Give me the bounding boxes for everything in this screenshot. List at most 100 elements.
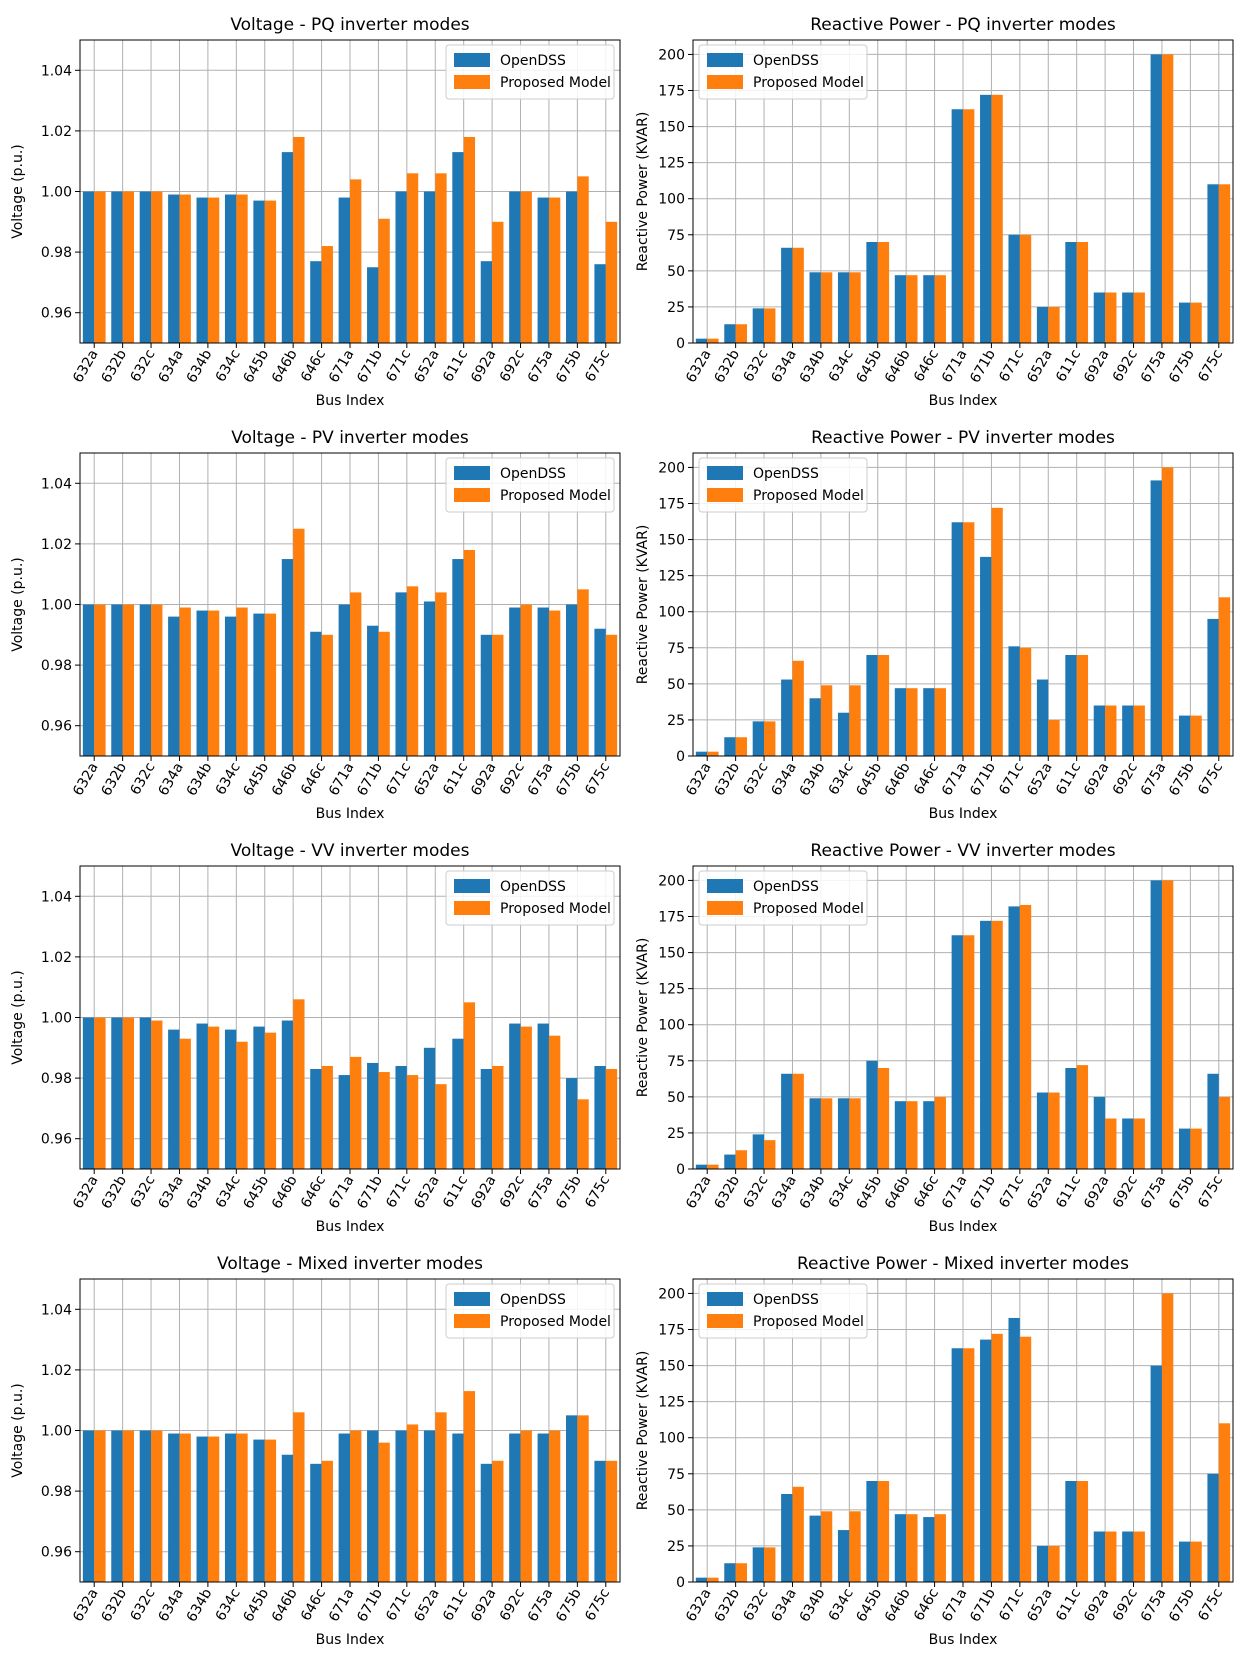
bar-opendss-632b bbox=[111, 604, 123, 756]
bar-proposed-611c bbox=[1076, 242, 1089, 343]
bar-opendss-632a bbox=[82, 191, 95, 343]
y-tick-label: 0 bbox=[676, 749, 685, 765]
bar-proposed-692a bbox=[1105, 705, 1117, 756]
bar-proposed-632b bbox=[122, 191, 134, 343]
bar-proposed-675c bbox=[1218, 184, 1231, 343]
bar-opendss-675b bbox=[1179, 302, 1191, 343]
x-tick-label-675a: 675a bbox=[1138, 1173, 1170, 1212]
bar-proposed-675c bbox=[1218, 1096, 1231, 1169]
bar-opendss-692c bbox=[509, 607, 521, 756]
bar-opendss-675c bbox=[594, 264, 606, 343]
x-tick-label-671b: 671b bbox=[354, 1586, 386, 1625]
bar-proposed-632b bbox=[735, 1150, 747, 1169]
legend-swatch-opendss bbox=[707, 1292, 743, 1306]
y-axis-label: Reactive Power (KVAR) bbox=[635, 1351, 651, 1511]
x-tick-label-671a: 671a bbox=[326, 1173, 358, 1212]
bar-opendss-634a bbox=[168, 616, 180, 756]
bar-opendss-675a bbox=[537, 607, 549, 756]
bar-proposed-646b bbox=[293, 1412, 305, 1582]
y-tick-label: 125 bbox=[658, 1395, 685, 1411]
y-tick-label: 175 bbox=[658, 84, 685, 100]
x-tick-label-671a: 671a bbox=[939, 1586, 971, 1625]
x-tick-label-646c: 646c bbox=[911, 1586, 942, 1624]
x-tick-label-671b: 671b bbox=[967, 347, 999, 386]
bar-opendss-692a bbox=[1093, 292, 1106, 343]
legend-swatch-proposed bbox=[454, 75, 490, 89]
bar-proposed-632b bbox=[735, 737, 747, 756]
bar-opendss-675a bbox=[1150, 880, 1162, 1169]
bar-opendss-645b bbox=[866, 1481, 878, 1582]
x-tick-label-671b: 671b bbox=[967, 760, 999, 799]
bar-proposed-632a bbox=[707, 1164, 719, 1169]
x-axis-label: Bus Index bbox=[929, 806, 998, 822]
bar-proposed-634b bbox=[820, 272, 833, 343]
x-tick-label-634a: 634a bbox=[768, 760, 800, 799]
x-axis-label: Bus Index bbox=[316, 1219, 385, 1235]
x-tick-label-675b: 675b bbox=[553, 1173, 585, 1212]
bar-proposed-645b bbox=[264, 1032, 277, 1169]
x-axis-label: Bus Index bbox=[316, 393, 385, 409]
x-tick-label-675b: 675b bbox=[553, 1586, 585, 1625]
bar-proposed-675a bbox=[1161, 54, 1174, 344]
x-tick-label-646c: 646c bbox=[298, 760, 329, 798]
bar-proposed-632b bbox=[122, 1017, 134, 1169]
chart-v-pv: Voltage - PV inverter modes 0.96 0.98 1.00 1… bbox=[10, 428, 621, 822]
bar-proposed-692a bbox=[492, 221, 504, 343]
chart-title: Voltage - PQ inverter modes bbox=[230, 15, 469, 35]
bar-opendss-692a bbox=[480, 1069, 493, 1169]
bar-opendss-671b bbox=[367, 267, 379, 343]
y-tick-label: 0 bbox=[676, 1575, 685, 1591]
bar-proposed-634a bbox=[792, 247, 804, 343]
x-tick-label-692c: 692c bbox=[497, 1586, 528, 1624]
x-tick-label-634c: 634c bbox=[213, 760, 244, 798]
bar-opendss-645b bbox=[866, 655, 878, 756]
bar-opendss-645b bbox=[253, 1439, 265, 1582]
x-tick-label-646c: 646c bbox=[298, 1173, 329, 1211]
bar-opendss-646b bbox=[281, 1020, 294, 1169]
x-tick-label-632c: 632c bbox=[740, 347, 771, 385]
legend-label-opendss: OpenDSS bbox=[500, 53, 566, 69]
x-tick-label-634a: 634a bbox=[155, 347, 187, 386]
bar-opendss-634a bbox=[781, 247, 793, 343]
x-tick-label-675b: 675b bbox=[1166, 347, 1198, 386]
y-tick-label: 150 bbox=[658, 533, 685, 549]
legend-swatch-proposed bbox=[707, 488, 743, 502]
x-tick-label-692a: 692a bbox=[468, 1173, 500, 1212]
bar-opendss-646b bbox=[281, 152, 294, 343]
bar-opendss-632b bbox=[111, 191, 123, 343]
bar-proposed-671c bbox=[406, 586, 419, 756]
bar-opendss-634a bbox=[168, 1433, 180, 1582]
bar-proposed-632a bbox=[94, 1017, 106, 1169]
bar-proposed-675c bbox=[605, 634, 618, 756]
bar-proposed-692c bbox=[520, 1026, 532, 1169]
bar-proposed-634b bbox=[207, 197, 220, 343]
bar-proposed-611c bbox=[463, 1391, 476, 1582]
legend-swatch-proposed bbox=[454, 488, 490, 502]
x-tick-label-671a: 671a bbox=[939, 760, 971, 799]
bar-opendss-632b bbox=[111, 1430, 123, 1582]
legend-label-proposed: Proposed Model bbox=[753, 1314, 864, 1330]
bar-opendss-675c bbox=[1207, 1473, 1219, 1582]
bar-proposed-634b bbox=[207, 1436, 220, 1582]
bar-opendss-634b bbox=[809, 698, 821, 756]
bar-proposed-632c bbox=[151, 1020, 163, 1169]
y-axis-label: Voltage (p.u.) bbox=[10, 144, 26, 239]
bar-proposed-675b bbox=[1190, 1541, 1202, 1582]
x-tick-label-645b: 645b bbox=[854, 760, 886, 799]
x-tick-label-692a: 692a bbox=[1081, 1173, 1113, 1212]
bar-proposed-671b bbox=[378, 631, 390, 756]
bar-opendss-692c bbox=[509, 1433, 521, 1582]
bar-proposed-645b bbox=[264, 1439, 277, 1582]
x-tick-label-634c: 634c bbox=[826, 347, 857, 385]
bar-opendss-671a bbox=[951, 109, 963, 343]
bar-proposed-646b bbox=[906, 688, 918, 756]
bar-proposed-634c bbox=[236, 607, 248, 756]
legend-swatch-opendss bbox=[707, 879, 743, 893]
x-tick-label-675b: 675b bbox=[1166, 1173, 1198, 1212]
y-axis-label: Voltage (p.u.) bbox=[10, 1383, 26, 1478]
bar-opendss-675a bbox=[537, 1433, 549, 1582]
legend-swatch-opendss bbox=[454, 879, 490, 893]
bar-opendss-671c bbox=[395, 1065, 407, 1169]
bar-proposed-646b bbox=[906, 1514, 918, 1582]
